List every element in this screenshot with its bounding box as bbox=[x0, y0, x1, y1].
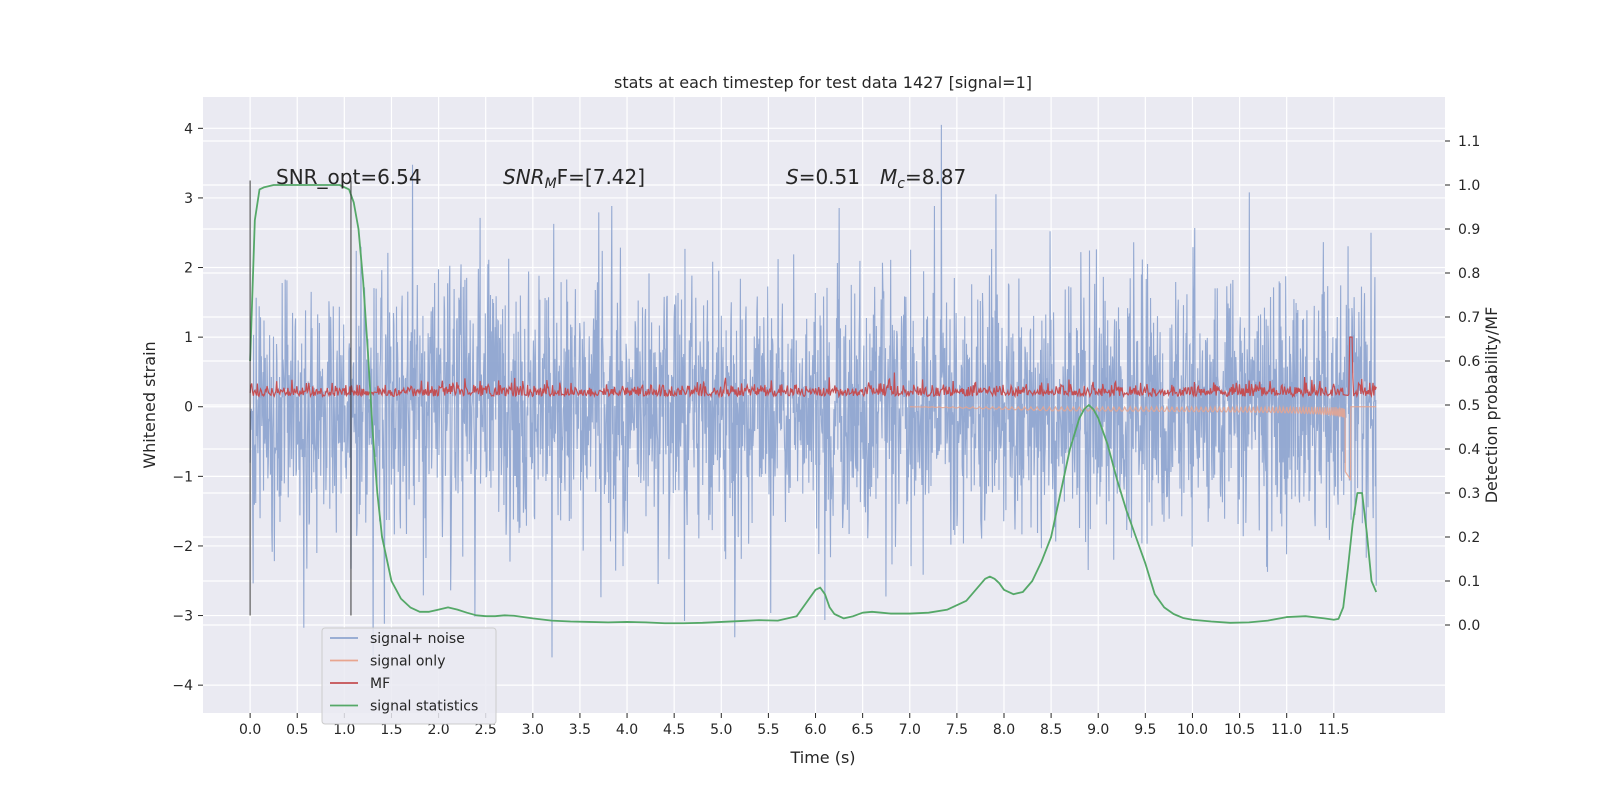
plot-area bbox=[249, 124, 1378, 658]
y-tick-label-left: −4 bbox=[172, 678, 193, 694]
snr-mf-prefix: SNR bbox=[503, 165, 545, 189]
y-axis-label-right: Detection probability/MF bbox=[1482, 307, 1501, 504]
mc-symbol: M bbox=[880, 165, 897, 189]
x-tick-label: 10.5 bbox=[1224, 722, 1255, 738]
x-tick-label: 10.0 bbox=[1177, 722, 1208, 738]
y-ticks-left: 4 3 2 1 0 −1 −2 −3 −4 bbox=[172, 121, 203, 694]
x-tick-label: 2.5 bbox=[475, 722, 497, 738]
x-tick-label: 3.5 bbox=[569, 722, 591, 738]
x-tick-label: 0.5 bbox=[286, 722, 308, 738]
legend-label: signal only bbox=[370, 654, 445, 670]
y-tick-label-right: 0.5 bbox=[1458, 398, 1480, 414]
x-tick-label: 11.5 bbox=[1318, 722, 1349, 738]
legend-label: MF bbox=[370, 676, 390, 692]
y-tick-label-right: 0.8 bbox=[1458, 266, 1480, 282]
mc-sub: c bbox=[897, 176, 905, 192]
y-tick-label-left: 2 bbox=[184, 261, 193, 277]
y-axis-label-left: Whitened strain bbox=[140, 341, 159, 468]
x-tick-label: 1.5 bbox=[380, 722, 402, 738]
y-tick-label-left: −1 bbox=[172, 469, 193, 485]
x-tick-label: 4.0 bbox=[616, 722, 638, 738]
x-tick-label: 6.0 bbox=[804, 722, 826, 738]
legend: signal+ noise signal only MF signal statist… bbox=[321, 627, 497, 725]
x-tick-label: 3.0 bbox=[522, 722, 544, 738]
y-tick-label-right: 0.9 bbox=[1458, 222, 1480, 238]
y-ticks-right: 1.1 1.0 0.9 0.8 0.7 0.6 0.5 0.4 0.3 0.2 0.1 0.0 bbox=[1445, 134, 1480, 634]
x-tick-label: 9.5 bbox=[1134, 722, 1156, 738]
legend-box bbox=[321, 627, 497, 725]
s-symbol: S bbox=[786, 165, 799, 189]
series-signal-noise bbox=[249, 124, 1377, 658]
x-tick-label: 6.5 bbox=[852, 722, 874, 738]
x-tick-label: 8.0 bbox=[993, 722, 1015, 738]
x-tick-label: 1.0 bbox=[333, 722, 355, 738]
x-tick-label: 2.0 bbox=[427, 722, 449, 738]
y-tick-label-left: 0 bbox=[184, 400, 193, 416]
y-tick-label-left: 1 bbox=[184, 330, 193, 346]
legend-label: signal+ noise bbox=[370, 631, 465, 647]
y-tick-label-right: 1.1 bbox=[1458, 134, 1480, 150]
x-tick-label: 5.0 bbox=[710, 722, 732, 738]
x-tick-label: 4.5 bbox=[663, 722, 685, 738]
y-tick-label-right: 0.2 bbox=[1458, 530, 1480, 546]
y-tick-label-right: 0.1 bbox=[1458, 574, 1480, 590]
series-mf bbox=[249, 336, 1377, 399]
mc-value: =8.87 bbox=[905, 165, 966, 189]
x-axis-label: Time (s) bbox=[789, 748, 855, 767]
chart-title: stats at each timestep for test data 142… bbox=[614, 73, 1032, 92]
y-tick-label-left: −3 bbox=[172, 609, 193, 625]
series-signal-statistics bbox=[249, 184, 1378, 625]
y-tick-label-right: 1.0 bbox=[1458, 178, 1480, 194]
x-ticks: 0.0 0.5 1.0 1.5 2.0 2.5 3.0 3.5 4.0 4.5 5.0 5.5 6.0 6… bbox=[239, 713, 1349, 738]
s-value: =0.51 bbox=[799, 165, 860, 189]
annotation-mc: Mc=8.87 bbox=[880, 165, 966, 192]
y-tick-label-left: 4 bbox=[184, 121, 193, 137]
vertical-markers bbox=[249, 180, 352, 616]
y-tick-label-left: 3 bbox=[184, 191, 193, 207]
y-tick-label-left: −2 bbox=[172, 539, 193, 555]
x-tick-label: 5.5 bbox=[757, 722, 779, 738]
y-tick-label-right: 0.0 bbox=[1458, 618, 1480, 634]
y-tick-label-right: 0.6 bbox=[1458, 354, 1480, 370]
x-tick-label: 11.0 bbox=[1271, 722, 1302, 738]
snr-mf-suffix: F=[7.42] bbox=[557, 165, 645, 189]
y-tick-label-right: 0.3 bbox=[1458, 486, 1480, 502]
annotation-snr-mf: SNRMF=[7.42] bbox=[503, 165, 645, 192]
y-tick-label-right: 0.7 bbox=[1458, 310, 1480, 326]
x-tick-label: 9.0 bbox=[1087, 722, 1109, 738]
legend-label: signal statistics bbox=[370, 699, 478, 715]
y-tick-label-right: 0.4 bbox=[1458, 442, 1480, 458]
annotation-s: S=0.51 bbox=[786, 165, 860, 189]
snr-mf-sub: M bbox=[545, 176, 557, 192]
x-tick-label: 7.0 bbox=[899, 722, 921, 738]
x-tick-label: 7.5 bbox=[946, 722, 968, 738]
x-tick-label: 8.5 bbox=[1040, 722, 1062, 738]
series-signal-only bbox=[909, 404, 1377, 482]
annotation-snr-opt: SNR_opt=6.54 bbox=[276, 165, 422, 189]
x-tick-label: 0.0 bbox=[239, 722, 261, 738]
